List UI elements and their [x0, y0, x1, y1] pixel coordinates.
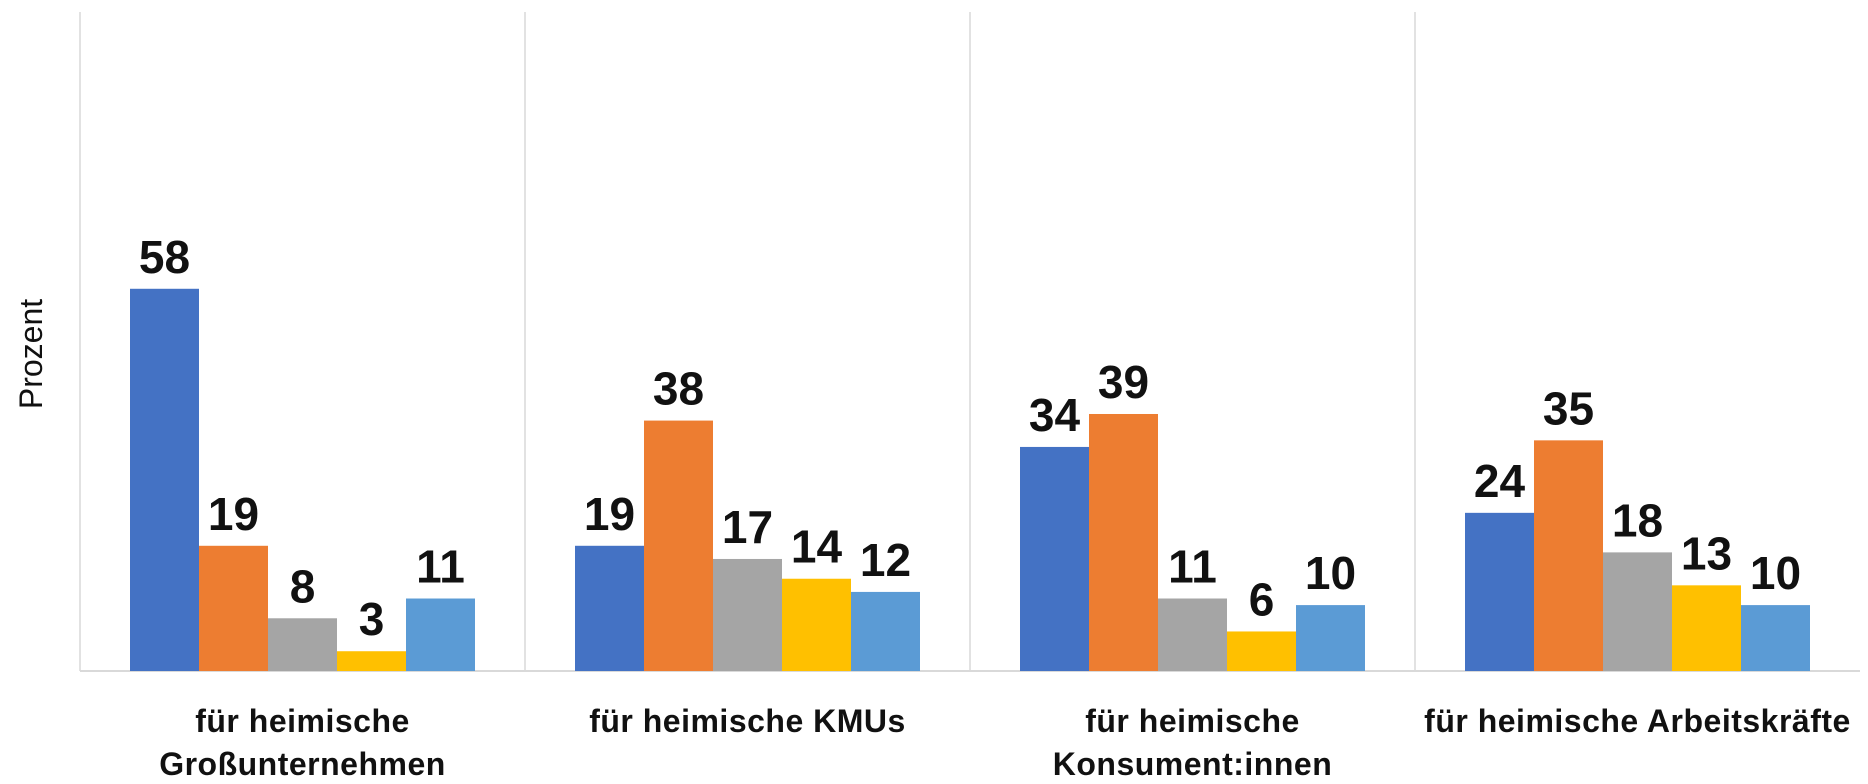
- bar: [1227, 631, 1296, 671]
- bar: [782, 578, 851, 671]
- bar: [406, 598, 475, 671]
- x-tick-label: für heimische Arbeitskräfte: [1424, 703, 1851, 739]
- data-label: 38: [653, 363, 704, 415]
- x-tick-label: für heimische KMUs: [589, 703, 906, 739]
- data-label: 10: [1750, 547, 1801, 599]
- bar: [1672, 585, 1741, 671]
- data-label: 6: [1249, 573, 1275, 625]
- data-label: 34: [1029, 389, 1081, 441]
- bar: [575, 545, 644, 671]
- bar: [851, 591, 920, 671]
- data-label: 35: [1543, 382, 1594, 434]
- data-label: 12: [860, 534, 911, 586]
- y-axis-label: Prozent: [13, 299, 49, 409]
- x-tick-label: für heimische Großunternehmen: [159, 703, 446, 782]
- data-label: 14: [791, 521, 843, 573]
- bar: [1296, 605, 1365, 671]
- data-label: 24: [1474, 455, 1526, 507]
- data-label: 10: [1305, 547, 1356, 599]
- bar: [337, 651, 406, 671]
- data-label: 19: [208, 488, 259, 540]
- data-label: 58: [139, 231, 190, 283]
- bar: [1089, 413, 1158, 671]
- data-label: 19: [584, 488, 635, 540]
- bar: [130, 288, 199, 671]
- bar: [1465, 512, 1534, 671]
- x-tick-label: für heimische Konsument:innen: [1052, 703, 1333, 782]
- data-label: 8: [290, 560, 316, 612]
- data-label: 3: [359, 593, 385, 645]
- bar: [1020, 446, 1089, 671]
- data-label: 18: [1612, 494, 1663, 546]
- bar: [1741, 605, 1810, 671]
- data-label: 39: [1098, 356, 1149, 408]
- bar: [1158, 598, 1227, 671]
- bar: [713, 558, 782, 671]
- bar: [1534, 440, 1603, 671]
- data-label: 13: [1681, 527, 1732, 579]
- bar: [644, 420, 713, 671]
- bar: [268, 618, 337, 671]
- data-label: 11: [416, 541, 465, 593]
- data-label: 11: [1168, 541, 1217, 593]
- data-label: 17: [722, 501, 773, 553]
- bar: [1603, 552, 1672, 671]
- bar: [199, 545, 268, 671]
